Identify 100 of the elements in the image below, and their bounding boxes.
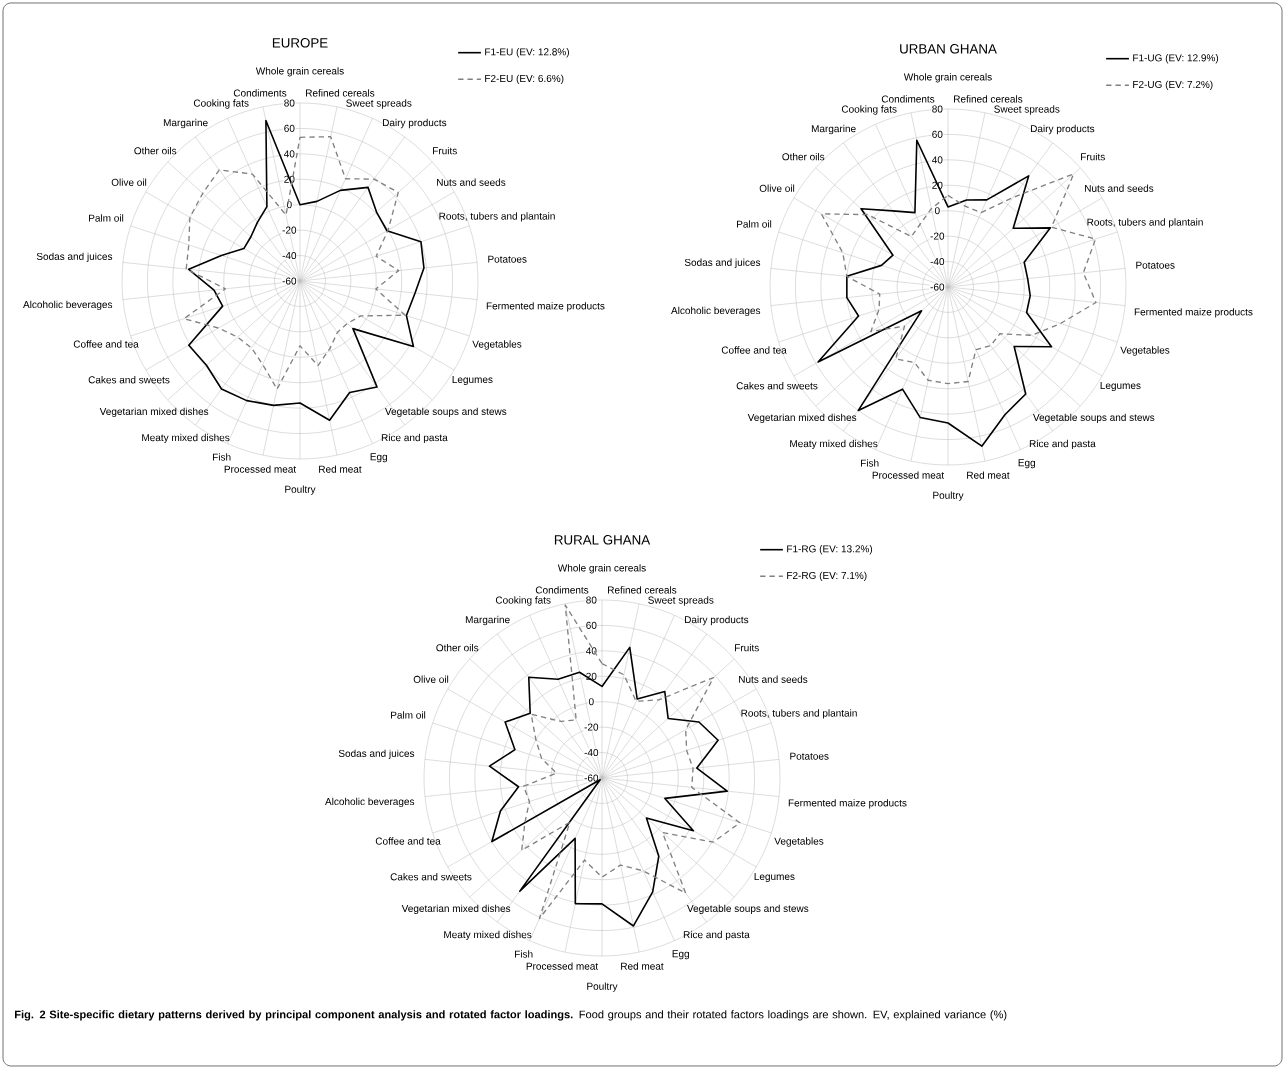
y-tick-label: -60 (282, 277, 297, 285)
text: Fig. 2 Site-specific dietary patterns derived by principal component analysis and rotated factor loadings. Food groups and their rotated factors loadings are shown. EV, explained variance (%) (15, 1010, 1007, 1021)
spoke-label: Cakes and sweets (736, 382, 818, 390)
y-tick-label: 80 (284, 99, 295, 107)
y-tick-label: 0 (934, 207, 940, 215)
spoke-label: Roots, tubers and plantain (741, 709, 857, 719)
spoke-label: Meaty mixed dishes (142, 433, 230, 444)
spoke-label: Olive oil (111, 178, 147, 186)
spoke-label: Other oils (782, 152, 825, 161)
y-tick-label: -20 (282, 226, 297, 234)
spoke-label: Cooking fats (495, 596, 551, 606)
spoke-label: Vegetarian mixed dishes (747, 413, 857, 423)
spoke-label: Sweet spreads (994, 105, 1060, 115)
spoke-label: Roots, tubers and plantain (439, 212, 555, 222)
legend-label: F2-EU (EV: 6.6%) (485, 74, 564, 84)
spoke-label: Palm oil (391, 711, 426, 719)
spoke-label: Nuts and seeds (437, 178, 506, 186)
spoke-label: Meaty mixed dishes (790, 439, 878, 450)
spoke-label: Vegetarian mixed dishes (99, 407, 209, 417)
y-tick-label: 0 (588, 698, 594, 706)
spoke-label: Olive oil (759, 184, 795, 192)
spoke-label: Poultry (587, 982, 618, 992)
spoke-label: Margarine (465, 615, 510, 626)
spoke-label: Dairy products (684, 615, 749, 626)
spoke-label: Rice and pasta (683, 930, 750, 941)
y-tick-label: -40 (930, 258, 945, 266)
spoke-label: Poultry (933, 491, 964, 501)
spoke-label: Red meat (621, 962, 664, 970)
spoke-label: Rice and pasta (1029, 439, 1096, 450)
spoke-label: Fruits (433, 146, 457, 155)
spoke-label: Egg (370, 453, 387, 463)
spoke-label: Fish (213, 453, 231, 461)
spoke-label: Coffee and tea (375, 837, 441, 845)
y-tick-label: 40 (932, 156, 943, 164)
spoke-label: Vegetables (1120, 346, 1170, 356)
spoke-label: Legumes (1100, 382, 1141, 391)
spoke-label: Legumes (452, 376, 493, 385)
spoke-label: Margarine (163, 118, 208, 129)
spoke-label: Cakes and sweets (390, 873, 472, 881)
legend-label: F1-RG (EV: 13.2%) (787, 545, 873, 555)
spoke-label: Whole grain cereals (557, 564, 646, 574)
y-tick-label: -40 (584, 749, 599, 757)
spoke-label: Vegetable soups and stews (687, 904, 809, 914)
spoke-label: Condiments (535, 586, 589, 594)
spoke-label: Processed meat (224, 465, 297, 473)
spoke-label: Fish (861, 459, 879, 467)
spoke-label: Condiments (881, 95, 935, 103)
legend-label: F1-EU (EV: 12.8%) (485, 48, 569, 58)
spoke-label: Nuts and seeds (739, 675, 808, 683)
chart-title: RURAL GHANA (554, 535, 651, 545)
spoke-label: Refined cereals (954, 95, 1023, 103)
spoke-label: Other oils (436, 643, 479, 652)
chart-title: EUROPE (272, 38, 328, 48)
spoke-label: Sweet spreads (648, 596, 714, 606)
spoke-label: Nuts and seeds (1085, 184, 1154, 192)
spoke-label: Cakes and sweets (88, 376, 170, 384)
y-tick-label: 60 (284, 124, 295, 132)
y-tick-label: -20 (584, 723, 599, 731)
spoke-label: Roots, tubers and plantain (1087, 218, 1203, 228)
spoke-label: Condiments (233, 89, 287, 97)
spoke-label: Dairy products (382, 118, 447, 129)
spoke-label: Rice and pasta (381, 433, 448, 444)
spoke-label: Cooking fats (193, 99, 249, 109)
spoke-label: Legumes (754, 873, 795, 882)
spoke-label: Egg (672, 950, 689, 960)
spoke-label: Sodas and juices (36, 252, 113, 262)
y-tick-label: -20 (930, 232, 945, 240)
spoke-label: Refined cereals (306, 89, 375, 97)
spoke-label: Vegetable soups and stews (1033, 413, 1155, 423)
spoke-label: Fermented maize products (486, 302, 605, 312)
spoke-label: Whole grain cereals (903, 73, 992, 83)
spoke-label: Olive oil (413, 675, 449, 683)
spoke-label: Potatoes (488, 255, 527, 263)
spoke-label: Egg (1018, 459, 1035, 469)
y-tick-label: 40 (586, 647, 597, 655)
spoke-label: Potatoes (1136, 261, 1175, 269)
spoke-label: Sodas and juices (338, 749, 415, 759)
spoke-label: Fermented maize products (1134, 308, 1253, 318)
spoke-label: Red meat (967, 471, 1010, 479)
spoke-label: Margarine (811, 124, 856, 135)
spoke-label: Palm oil (89, 214, 124, 222)
spoke-label: Palm oil (737, 220, 772, 228)
spoke-label: Sweet spreads (346, 99, 412, 109)
spoke-label: Coffee and tea (73, 340, 139, 348)
spoke-label: Coffee and tea (721, 346, 787, 354)
y-tick-label: 80 (586, 596, 597, 604)
spoke-label: Vegetables (774, 837, 824, 847)
spoke-label: Other oils (134, 146, 177, 155)
legend-label: F2-RG (EV: 7.1%) (787, 571, 867, 581)
spoke-label: Refined cereals (608, 586, 677, 594)
spoke-label: Alcoholic beverages (671, 306, 761, 317)
y-tick-label: 40 (283, 150, 295, 158)
spoke-label: Fermented maize products (788, 799, 907, 809)
spoke-label: Fruits (1081, 152, 1105, 161)
spoke-label: Fish (515, 950, 533, 958)
spoke-label: Vegetable soups and stews (385, 407, 507, 417)
spoke-label: Poultry (285, 485, 316, 495)
legend-label: F1-UG (EV: 12.9%) (1133, 54, 1219, 64)
spoke-label: Vegetarian mixed dishes (401, 904, 511, 914)
spoke-label: Dairy products (1030, 124, 1095, 135)
